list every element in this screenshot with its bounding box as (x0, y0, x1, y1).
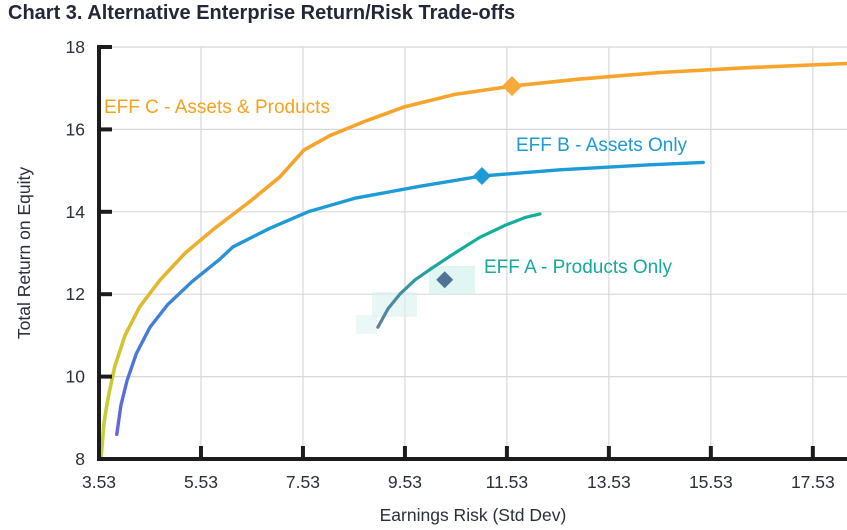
highlight-patch (356, 315, 377, 334)
x-tick-label: 11.53 (486, 472, 529, 492)
x-tick-label: 3.53 (82, 472, 116, 492)
eff-a-label: EFF A - Products Only (484, 257, 672, 278)
eff-b-marker (472, 166, 491, 185)
x-tick-label: 17.53 (791, 472, 835, 492)
highlight-patch (372, 292, 417, 317)
y-tick-label: 8 (75, 449, 85, 469)
x-tick-label: 5.53 (184, 472, 218, 492)
eff-c-label: EFF C - Assets & Products (104, 97, 330, 118)
x-tick-label: 7.53 (286, 472, 320, 492)
chart-title: Chart 3. Alternative Enterprise Return/R… (8, 2, 516, 24)
eff-a-curve (376, 212, 542, 329)
y-axis-title: Total Return on Equity (14, 167, 34, 339)
eff-c-marker (502, 76, 523, 97)
x-tick-label: 15.53 (689, 472, 733, 492)
eff-b-curve (115, 160, 705, 436)
x-tick-label: 9.53 (388, 472, 422, 492)
eff-a-marker (436, 271, 454, 289)
eff-c-curve (99, 61, 847, 461)
x-tick-label: 13.53 (587, 472, 631, 492)
eff-b-label: EFF B - Assets Only (516, 135, 688, 156)
y-tick-label: 16 (66, 119, 85, 139)
y-tick-label: 10 (66, 367, 86, 387)
y-tick-label: 14 (66, 202, 86, 222)
y-tick-label: 18 (66, 37, 85, 57)
y-tick-label: 12 (66, 284, 85, 304)
x-axis-title: Earnings Risk (Std Dev) (380, 505, 567, 525)
